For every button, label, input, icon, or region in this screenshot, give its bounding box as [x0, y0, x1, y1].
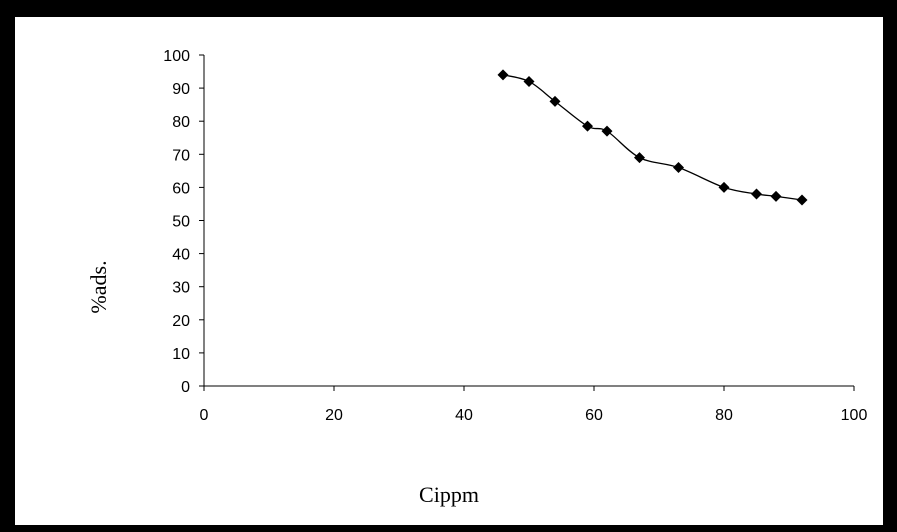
- data-point-marker: [549, 95, 561, 107]
- x-tick-label: 20: [325, 407, 343, 424]
- data-point-marker: [770, 190, 782, 202]
- chart-panel: [14, 16, 884, 526]
- y-tick-label: 90: [172, 81, 190, 98]
- data-point-marker: [601, 125, 613, 137]
- data-point-marker: [497, 69, 509, 81]
- y-tick-label: 50: [172, 214, 190, 231]
- series-markers: [497, 69, 808, 206]
- series-line: [502, 74, 803, 201]
- x-tick-label: 0: [200, 407, 209, 424]
- y-tick-label: 0: [181, 379, 190, 396]
- axes: [203, 55, 854, 387]
- y-tick-label: 60: [172, 180, 190, 197]
- x-tick-label: 100: [841, 407, 868, 424]
- data-point-marker: [751, 188, 762, 200]
- data-point-marker: [673, 162, 684, 174]
- data-point-marker: [523, 75, 535, 87]
- y-tick-label: 30: [172, 280, 190, 297]
- data-point-marker: [634, 152, 645, 164]
- x-tick-label: 40: [455, 407, 473, 424]
- y-tick-label: 20: [172, 313, 190, 330]
- y-tick-label: 70: [172, 147, 190, 164]
- x-tick-label: 60: [585, 407, 603, 424]
- y-tick-label: 80: [172, 114, 190, 131]
- x-axis-title: Cippm: [419, 482, 479, 507]
- y-tick-label: 40: [172, 247, 190, 264]
- y-tick-label: 10: [172, 346, 190, 363]
- data-point-marker: [718, 181, 730, 193]
- y-tick-label: 100: [163, 48, 190, 65]
- data-point-marker: [796, 194, 808, 206]
- x-tick-label: 80: [715, 407, 733, 424]
- x-ticks: 0 20 40 60 80 100: [200, 386, 868, 424]
- data-point-marker: [582, 120, 593, 132]
- y-axis-title: %ads.: [86, 260, 111, 313]
- y-ticks: 0 10 20 30 40 50 60 70 80 90 100: [163, 48, 204, 396]
